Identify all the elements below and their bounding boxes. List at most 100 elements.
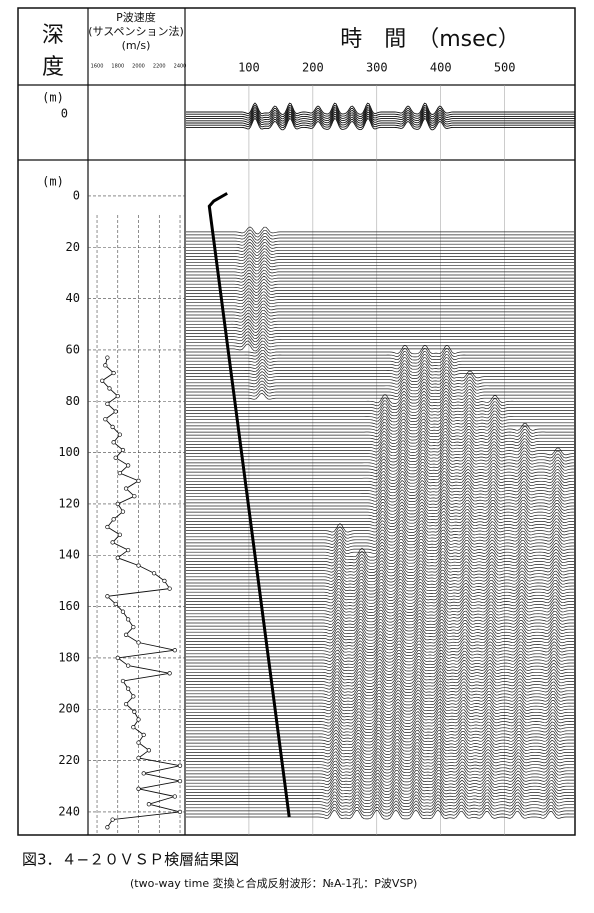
wiggle-trace — [186, 455, 575, 466]
x-tick-label: 400 — [430, 61, 452, 75]
wiggle-trace — [186, 345, 574, 355]
velocity-point — [105, 825, 110, 830]
velocity-point — [115, 501, 120, 507]
wiggle-trace — [186, 257, 574, 266]
velocity-point — [111, 370, 116, 376]
wiggle-trace — [186, 806, 574, 817]
depth-unit: (m) — [42, 91, 64, 105]
wiggle-trace — [186, 291, 574, 300]
wiggle-trace — [186, 357, 574, 367]
wiggle-trace — [186, 399, 574, 410]
wiggle-trace — [186, 661, 574, 672]
y-tick-label: 40 — [66, 291, 80, 305]
velocity-point — [110, 540, 115, 545]
wiggle-trace — [186, 421, 574, 432]
wiggle-trace — [186, 504, 574, 515]
velocity-point — [177, 763, 183, 768]
velocity-point — [103, 363, 108, 368]
velocity-point — [162, 578, 167, 584]
velocity-point — [115, 555, 120, 560]
wiggle-trace — [186, 658, 574, 669]
wiggle-trace — [186, 312, 574, 321]
velocity-point — [136, 786, 141, 791]
wiggle-trace — [186, 523, 574, 534]
velocity-point — [105, 355, 110, 360]
velocity-point — [146, 748, 152, 753]
wiggle-traces — [186, 102, 575, 820]
wiggle-trace — [186, 781, 574, 792]
synthetic-trace — [186, 108, 575, 122]
velocity-point — [115, 393, 120, 399]
wiggle-trace — [186, 328, 574, 337]
wiggle-trace — [186, 348, 574, 358]
wiggle-trace — [186, 769, 574, 780]
wiggle-trace — [186, 232, 574, 241]
velocity-point — [136, 755, 141, 761]
wiggle-trace — [186, 603, 574, 614]
wiggle-trace — [186, 244, 574, 253]
y-tick-label: 240 — [58, 804, 80, 818]
velocity-point — [172, 648, 177, 653]
wiggle-trace — [186, 741, 574, 752]
velocity-point — [167, 586, 172, 591]
wiggle-trace — [186, 470, 575, 481]
velocity-point — [107, 386, 112, 391]
wiggle-trace — [186, 677, 574, 688]
wiggle-trace — [186, 297, 574, 306]
synthetic-trace — [186, 104, 575, 118]
wiggle-trace — [186, 300, 574, 309]
wiggle-trace — [186, 751, 574, 762]
velocity-point — [141, 771, 146, 776]
wiggle-trace — [186, 473, 574, 484]
wiggle-trace — [186, 757, 574, 768]
wiggle-trace — [186, 436, 574, 447]
wiggle-trace — [186, 254, 574, 262]
wiggle-trace — [186, 226, 574, 235]
wiggle-trace — [186, 458, 575, 469]
wiggle-trace — [186, 788, 574, 798]
wiggle-trace — [186, 683, 574, 694]
wiggle-trace — [186, 510, 574, 521]
velocity-point — [123, 486, 129, 491]
wiggle-trace — [186, 278, 574, 287]
wiggle-trace — [186, 557, 574, 568]
wiggle-trace — [186, 281, 574, 290]
velocity-point — [117, 432, 122, 437]
wiggle-trace — [186, 578, 574, 589]
wiggle-trace — [186, 615, 574, 626]
wiggle-trace — [186, 321, 574, 330]
wiggle-trace — [186, 331, 574, 340]
synthetic-trace — [186, 113, 575, 126]
wiggle-trace — [186, 667, 574, 678]
y-tick-label: 20 — [66, 240, 80, 254]
wiggle-trace — [186, 517, 574, 527]
wiggle-trace — [186, 652, 574, 663]
wiggle-trace — [186, 664, 574, 675]
wiggle-trace — [186, 560, 574, 571]
wiggle-trace — [186, 704, 574, 715]
wiggle-trace — [186, 563, 574, 574]
wiggle-trace — [186, 674, 574, 685]
wiggle-trace — [186, 590, 574, 601]
wiggle-trace — [186, 532, 574, 543]
velocity-point — [117, 470, 122, 476]
y-tick-label: 60 — [66, 342, 80, 356]
wiggle-trace — [186, 452, 574, 463]
wiggle-trace — [186, 735, 574, 746]
wiggle-trace — [186, 627, 574, 638]
first-arrival-line — [207, 192, 291, 818]
wiggle-trace — [186, 794, 574, 805]
wiggle-trace — [186, 606, 574, 617]
wiggle-trace — [186, 384, 574, 395]
wiggle-trace — [186, 711, 574, 722]
wiggle-trace — [186, 593, 574, 604]
velocity-point — [111, 440, 116, 445]
velocity-point — [117, 532, 122, 537]
wiggle-trace — [186, 275, 574, 284]
wiggle-trace — [186, 785, 574, 795]
wiggle-trace — [186, 569, 574, 580]
wiggle-trace — [186, 260, 574, 269]
wiggle-trace — [186, 486, 575, 497]
wiggle-trace — [186, 303, 574, 312]
velocity-point — [132, 494, 137, 499]
